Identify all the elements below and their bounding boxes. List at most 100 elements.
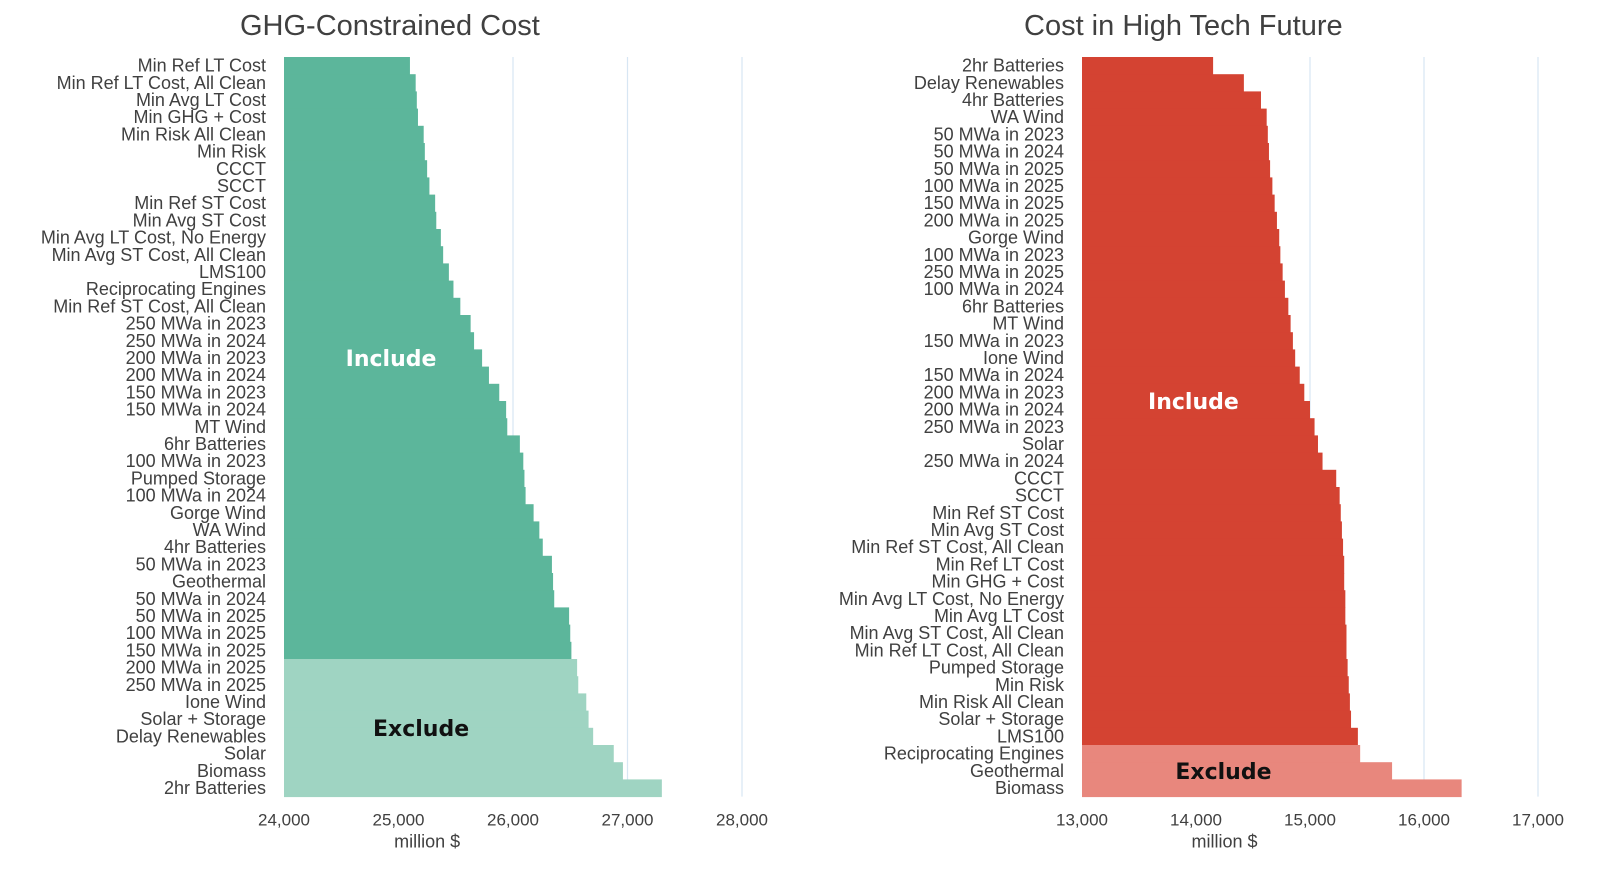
- ghg-bar: [284, 779, 662, 798]
- ghg-bar: [284, 108, 418, 127]
- ghg-bar: [284, 487, 526, 505]
- hightech-bar: [1082, 624, 1347, 643]
- ghg-bar: [284, 469, 525, 488]
- hightech-category-label: MT Wind: [992, 314, 1064, 334]
- hightech-bar: [1082, 727, 1358, 746]
- ghg-bar: [284, 177, 430, 196]
- ghg-category-label: 2hr Batteries: [164, 778, 266, 798]
- ghg-category-label: 50 MWa in 2024: [136, 589, 266, 609]
- hightech-category-label: Min Ref LT Cost, All Clean: [855, 640, 1064, 660]
- hightech-bar: [1082, 521, 1342, 540]
- ghg-bar: [284, 762, 623, 780]
- ghg-category-label: Solar + Storage: [140, 709, 266, 729]
- ghg-category-label: Min Ref ST Cost, All Clean: [53, 296, 266, 316]
- ghg-category-label: CCCT: [216, 159, 266, 179]
- hightech-bar: [1082, 538, 1344, 557]
- hightech-bar: [1082, 194, 1275, 213]
- ghg-bar: [284, 280, 454, 299]
- hightech-bar: [1082, 745, 1361, 763]
- hightech-category-label: Solar: [1022, 434, 1064, 454]
- ghg-category-label: Min Risk All Clean: [121, 124, 266, 144]
- ghg-bar: [284, 676, 579, 694]
- ghg-x-tick-label: 26,000: [487, 811, 539, 830]
- hightech-category-label: LMS100: [997, 726, 1064, 746]
- ghg-category-label: Min Ref LT Cost: [138, 56, 266, 76]
- hightech-bar: [1082, 676, 1349, 694]
- hightech-include-label: Include: [1148, 390, 1239, 415]
- ghg-bar: [284, 641, 572, 660]
- hightech-bar: [1082, 573, 1345, 591]
- ghg-category-label: Pumped Storage: [131, 468, 266, 488]
- ghg-x-tick-label: 28,000: [716, 811, 768, 830]
- hightech-category-label: 6hr Batteries: [962, 296, 1064, 316]
- hightech-bar: [1082, 418, 1315, 436]
- hightech-category-label: Reciprocating Engines: [884, 744, 1064, 764]
- hightech-category-label: SCCT: [1015, 486, 1064, 506]
- ghg-category-label: 50 MWa in 2025: [136, 606, 266, 626]
- hightech-bar: [1082, 332, 1293, 350]
- hightech-bar: [1082, 607, 1346, 626]
- hightech-x-tick-label: 15,000: [1284, 811, 1336, 830]
- ghg-category-label: 100 MWa in 2023: [126, 451, 266, 471]
- ghg-x-tick-label: 25,000: [373, 811, 425, 830]
- hightech-bar: [1082, 74, 1244, 92]
- ghg-x-axis-title: million $: [394, 832, 460, 852]
- hightech-bar: [1082, 211, 1277, 230]
- ghg-bar: [284, 246, 444, 264]
- hightech-category-label: Min Ref ST Cost, All Clean: [851, 537, 1064, 557]
- hightech-category-label: 200 MWa in 2025: [924, 210, 1064, 230]
- ghg-category-label: Min Avg LT Cost: [136, 90, 266, 110]
- hightech-category-label: 250 MWa in 2023: [924, 417, 1064, 437]
- hightech-category-label: 150 MWa in 2025: [924, 193, 1064, 213]
- ghg-bar: [284, 745, 614, 763]
- ghg-category-label: Min Risk: [197, 142, 267, 162]
- hightech-category-label: CCCT: [1014, 468, 1064, 488]
- ghg-x-tick-label: 24,000: [258, 811, 310, 830]
- ghg-category-label: 100 MWa in 2025: [126, 623, 266, 643]
- hightech-bar: [1082, 91, 1261, 110]
- ghg-category-label: Min Avg LT Cost, No Energy: [41, 228, 266, 248]
- hightech-x-tick-label: 16,000: [1398, 811, 1450, 830]
- ghg-category-label: Gorge Wind: [170, 503, 266, 523]
- hightech-bar: [1082, 366, 1300, 385]
- hightech-category-label: WA Wind: [991, 107, 1064, 127]
- hightech-bar: [1082, 108, 1267, 127]
- hightech-bar: [1082, 504, 1341, 522]
- ghg-category-label: SCCT: [217, 176, 266, 196]
- hightech-category-label: Min Avg ST Cost, All Clean: [850, 623, 1064, 643]
- ghg-bar: [284, 590, 555, 608]
- ghg-bar: [284, 125, 424, 144]
- ghg-category-label: 6hr Batteries: [164, 434, 266, 454]
- hightech-category-label: 100 MWa in 2025: [924, 176, 1064, 196]
- hightech-category-label: 200 MWa in 2024: [924, 400, 1064, 420]
- ghg-category-label: Min Ref ST Cost: [134, 193, 266, 213]
- hightech-category-label: Min Ref ST Cost: [932, 503, 1064, 523]
- ghg-category-label: Min Avg ST Cost, All Clean: [52, 245, 266, 265]
- hightech-bar: [1082, 710, 1352, 729]
- ghg-bar: [284, 297, 461, 316]
- hightech-category-label: Min Avg LT Cost, No Energy: [839, 589, 1064, 609]
- hightech-bar: [1082, 693, 1350, 712]
- ghg-bar: [284, 349, 483, 368]
- hightech-category-label: Min Avg LT Cost: [934, 606, 1064, 626]
- hightech-category-label: 50 MWa in 2024: [934, 142, 1064, 162]
- hightech-bar: [1082, 160, 1271, 178]
- hightech-bar: [1082, 641, 1347, 660]
- ghg-bar: [284, 727, 594, 746]
- hightech-bar: [1082, 297, 1289, 316]
- hightech-category-label: Ione Wind: [983, 348, 1064, 368]
- hightech-bar: [1082, 315, 1291, 333]
- hightech-category-label: 250 MWa in 2024: [924, 451, 1064, 471]
- ghg-bar: [284, 693, 587, 712]
- ghg-include-label: Include: [346, 347, 437, 372]
- ghg-bar: [284, 538, 543, 557]
- hightech-bar: [1082, 469, 1337, 488]
- hightech-bar: [1082, 590, 1346, 608]
- ghg-category-label: 200 MWa in 2023: [126, 348, 266, 368]
- hightech-category-label: 100 MWa in 2024: [924, 279, 1064, 299]
- hightech-bar: [1082, 177, 1273, 196]
- hightech-bar: [1082, 762, 1393, 780]
- ghg-bar: [284, 573, 554, 591]
- hightech-bar: [1082, 280, 1285, 299]
